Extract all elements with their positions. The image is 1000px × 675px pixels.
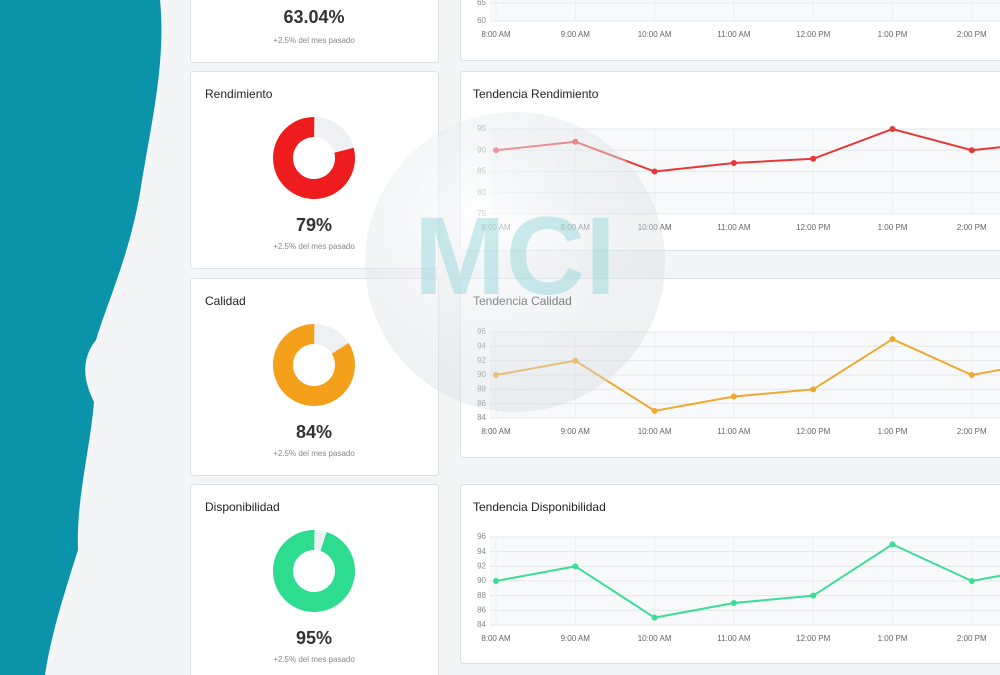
y-tick-label: 84: [477, 413, 486, 422]
y-tick-label: 60: [477, 16, 486, 25]
y-tick-label: 94: [477, 547, 486, 556]
x-tick-label: 9:00 AM: [561, 427, 591, 436]
x-tick-label: 11:00 AM: [717, 634, 751, 643]
kpi-card: [190, 484, 439, 675]
point: [651, 407, 658, 414]
point: [889, 541, 896, 548]
kpi-note: +2.5% del mes pasado: [273, 449, 355, 458]
y-tick-label: 90: [477, 576, 486, 585]
kpi-value: 95%: [296, 628, 332, 648]
y-tick-label: 88: [477, 591, 486, 600]
x-tick-label: 2:00 PM: [957, 427, 987, 436]
x-tick-label: 11:00 AM: [717, 30, 751, 39]
x-tick-label: 9:00 AM: [561, 634, 591, 643]
x-tick-label: 12:00 PM: [796, 634, 831, 643]
x-tick-label: 8:00 AM: [481, 30, 511, 39]
point: [968, 578, 975, 584]
y-tick-label: 65: [477, 0, 486, 7]
point: [651, 614, 658, 621]
chart-title: Tendencia Disponibilidad: [473, 500, 606, 514]
x-tick-label: 1:00 PM: [878, 30, 908, 39]
point: [810, 155, 817, 162]
kpi-label: Disponibilidad: [205, 500, 280, 514]
y-tick-label: 92: [477, 561, 486, 570]
chart: Tendencia Disponibilidad 84 86 88 90 92 94 96 8:…: [460, 484, 1000, 664]
kpi-label: Calidad: [205, 294, 246, 308]
point: [651, 168, 658, 175]
point: [889, 336, 896, 343]
chart-title: Tendencia Rendimiento: [473, 87, 599, 101]
point: [730, 393, 737, 400]
donut-value: [273, 324, 355, 406]
point: [810, 386, 817, 393]
y-tick-label: 96: [477, 532, 486, 541]
watermark-group: MCI: [365, 112, 665, 412]
x-tick-label: 10:00 AM: [638, 427, 672, 436]
kpi-card: [190, 0, 439, 63]
kpi-note: +2.5% del mes pasado: [273, 36, 355, 45]
x-tick-label: 1:00 PM: [878, 427, 908, 436]
x-tick-label: 10:00 AM: [638, 30, 672, 39]
x-tick-label: 11:00 AM: [717, 223, 751, 232]
x-tick-label: 12:00 PM: [796, 427, 831, 436]
x-tick-label: 11:00 AM: [717, 427, 751, 436]
y-tick-label: 86: [477, 605, 486, 614]
x-tick-label: 12:00 PM: [796, 223, 831, 232]
watermark-circle: [365, 112, 665, 412]
kpi-note: +2.5% del mes pasado: [273, 242, 355, 251]
point: [889, 126, 896, 132]
x-tick-label: 12:00 PM: [796, 30, 831, 39]
watermark: MCI: [414, 195, 616, 318]
kpi-value: 79%: [296, 215, 332, 235]
kpi-label: Rendimiento: [205, 87, 273, 101]
side-shape: [0, 0, 162, 675]
point: [493, 578, 499, 584]
x-tick-label: 2:00 PM: [957, 223, 987, 232]
point: [730, 160, 737, 166]
x-tick-label: 2:00 PM: [957, 30, 987, 39]
kpi-value: 84%: [296, 422, 332, 442]
x-tick-label: 8:00 AM: [481, 427, 511, 436]
kpi-note: +2.5% del mes pasado: [273, 655, 355, 664]
x-tick-label: 8:00 AM: [481, 634, 511, 643]
x-tick-label: 2:00 PM: [957, 634, 987, 643]
kpi-value: 63.04%: [283, 7, 344, 27]
y-tick-label: 84: [477, 620, 486, 629]
x-tick-label: 1:00 PM: [878, 223, 908, 232]
series-line: [495, 543, 1000, 619]
x-tick-label: 9:00 AM: [561, 30, 591, 39]
x-tick-label: 1:00 PM: [878, 634, 908, 643]
donut-value: [273, 117, 355, 199]
plot-area: [490, 0, 1000, 21]
point: [968, 372, 975, 378]
point: [810, 592, 817, 599]
chart: 60 65 8:00 AM 9:00 AM 10:00 AM 11:00 AM 12:00 …: [460, 0, 1000, 61]
point: [968, 147, 975, 154]
point: [572, 563, 579, 570]
x-tick-label: 10:00 AM: [638, 634, 672, 643]
point: [730, 600, 737, 606]
donut-value: [273, 530, 355, 612]
